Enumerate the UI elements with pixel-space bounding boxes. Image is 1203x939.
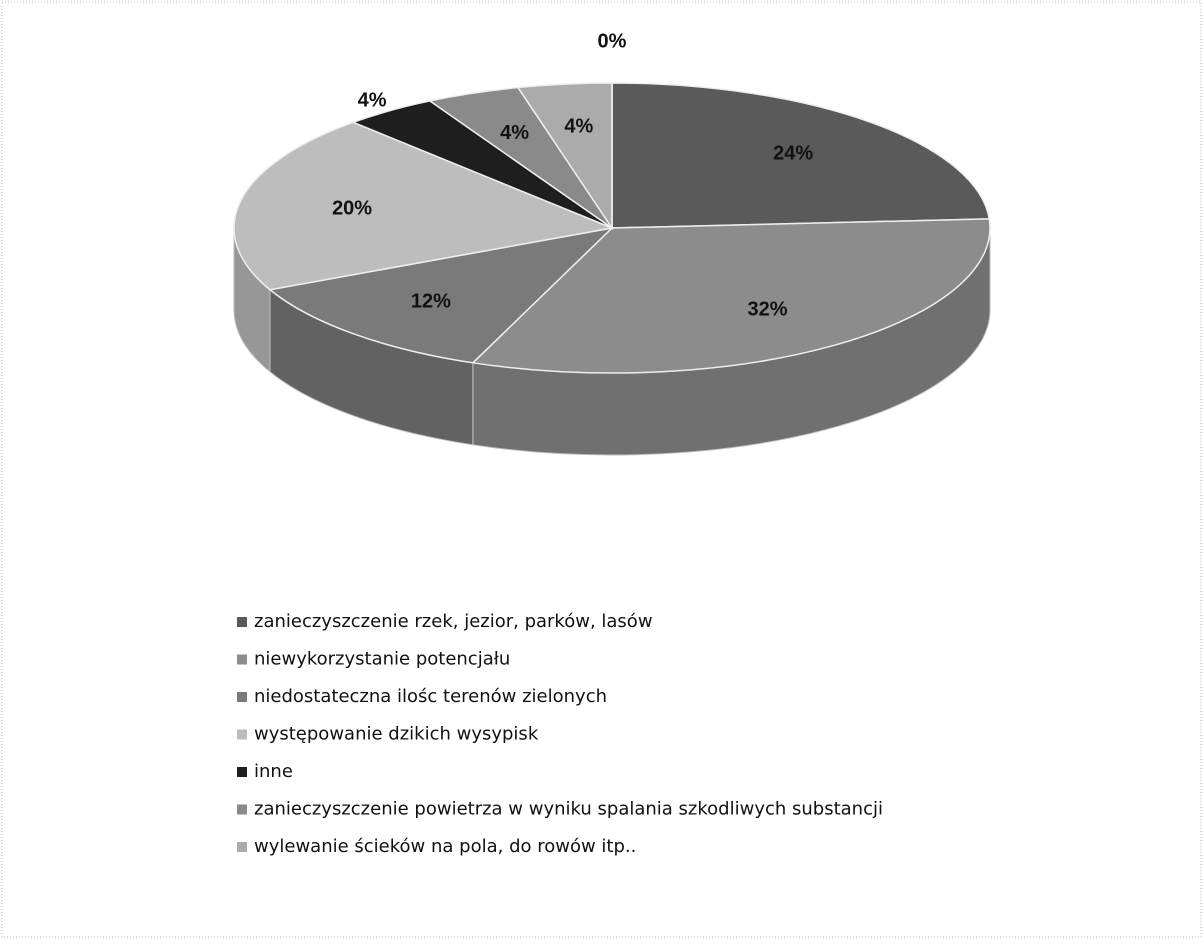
legend-marker [237,842,247,852]
data-label: 4% [500,122,529,144]
legend: zanieczyszczenie rzek, jezior, parków, l… [237,611,883,857]
pie: 24% 32% 12% 20% 4% 4% 4% 0% [233,31,991,456]
data-label: 24% [773,142,813,164]
data-label: 20% [332,197,372,219]
data-label: 12% [411,290,451,312]
legend-label: wylewanie ścieków na pola, do rowów itp.… [254,836,636,857]
legend-marker [237,692,247,702]
legend-marker [237,729,247,740]
pie-slice [268,226,615,364]
data-label: 4% [564,116,593,138]
legend-marker [237,804,247,815]
data-label: 0% [598,31,627,53]
legend-label: niewykorzystanie potencjału [254,649,510,670]
pie-slice [611,82,991,229]
pie-slice [233,121,615,291]
data-label: 32% [748,298,788,320]
legend-marker [237,617,247,627]
legend-label: niedostateczna ilośc terenów zielonych [254,686,607,707]
legend-marker [237,767,247,777]
legend-label: występowanie dzikich wysypisk [254,724,539,745]
legend-label: zanieczyszczenie rzek, jezior, parków, l… [254,611,653,632]
data-label: 4% [358,90,387,112]
pie-slice [471,218,991,374]
legend-marker [237,654,247,665]
legend-label: inne [254,761,293,782]
legend-label: zanieczyszczenie powietrza w wyniku spal… [254,799,883,820]
